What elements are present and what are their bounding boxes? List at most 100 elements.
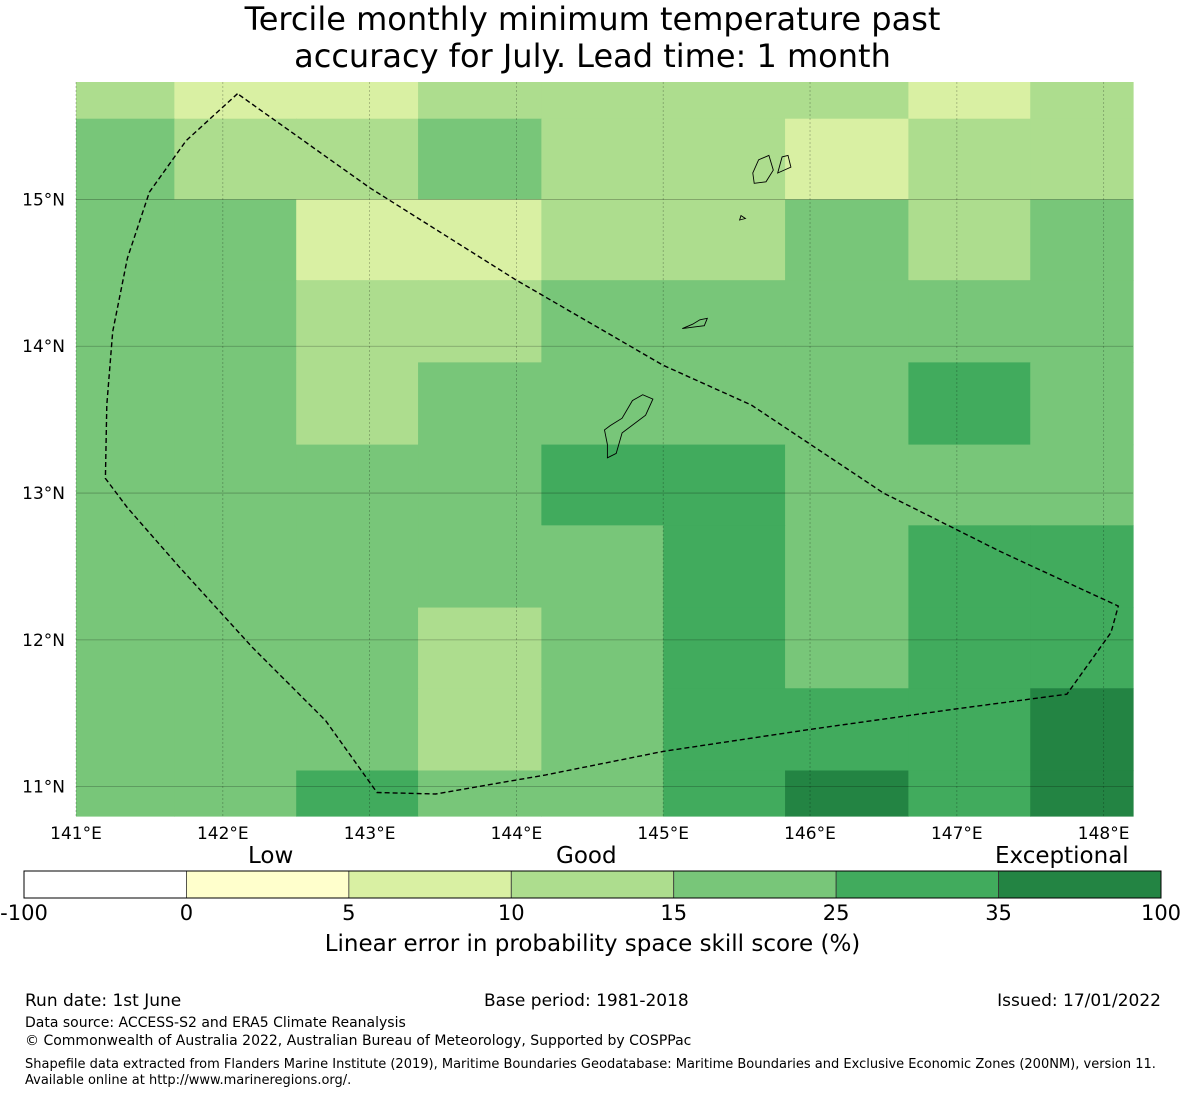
grid-cell bbox=[663, 118, 786, 201]
grid-cell bbox=[663, 770, 786, 817]
grid-cell bbox=[663, 607, 786, 689]
grid-cell bbox=[541, 770, 664, 817]
grid-cell bbox=[174, 444, 297, 526]
grid-cell bbox=[418, 280, 542, 363]
grid-cell bbox=[418, 199, 542, 281]
grid-cell bbox=[76, 118, 175, 201]
data-source-text: Data source: ACCESS-S2 and ERA5 Climate … bbox=[25, 1015, 406, 1031]
grid-cell bbox=[174, 607, 297, 689]
grid-cell bbox=[174, 770, 297, 817]
shapefile-credit-text: Shapefile data extracted from Flanders M… bbox=[25, 1057, 1156, 1088]
grid-cell bbox=[541, 444, 664, 526]
grid-cell bbox=[174, 118, 297, 201]
grid-cell bbox=[1030, 82, 1134, 120]
grid-cell bbox=[76, 199, 175, 281]
grid-cell bbox=[663, 525, 786, 609]
grid-cell bbox=[908, 688, 1031, 772]
grid-cell bbox=[1030, 362, 1134, 446]
latitude-tick-label: 15°N bbox=[22, 190, 65, 210]
grid-cell bbox=[174, 688, 297, 772]
grid-cell bbox=[76, 82, 175, 120]
grid-cell bbox=[76, 688, 175, 772]
colorbar-good-label: Good bbox=[556, 843, 617, 869]
grid-cell bbox=[296, 118, 419, 201]
axis-tick-labels: 141°E 142°E 143°E 144°E 145°E 146°E 147°E 148°E… bbox=[22, 190, 1129, 844]
island-outline bbox=[604, 394, 654, 459]
grid-cell bbox=[541, 688, 664, 772]
grid-cell bbox=[418, 607, 542, 689]
grid-cell bbox=[418, 770, 542, 817]
colorbar-axis-label: Linear error in probability space skill … bbox=[324, 931, 861, 957]
colorbar-segment bbox=[23, 870, 187, 899]
grid-cell bbox=[76, 607, 175, 689]
grid-cell bbox=[541, 280, 664, 363]
grid-cell bbox=[296, 199, 419, 281]
skill-score-grid-cells bbox=[76, 82, 1134, 817]
latitude-tick-label: 11°N bbox=[22, 778, 65, 798]
grid-cell bbox=[541, 82, 664, 120]
grid-cell bbox=[1030, 444, 1134, 526]
issued-date-text: Issued: 17/01/2022 bbox=[997, 991, 1161, 1011]
grid-cell bbox=[76, 444, 175, 526]
colorbar bbox=[23, 870, 1162, 899]
grid-cell bbox=[663, 280, 786, 363]
grid-cell bbox=[908, 280, 1031, 363]
grid-cell bbox=[785, 118, 909, 201]
grid-cell bbox=[908, 362, 1031, 446]
grid-cell bbox=[785, 82, 909, 120]
grid-cell bbox=[908, 199, 1031, 281]
colorbar-tick-label: 10 bbox=[497, 901, 525, 925]
grid-cell bbox=[1030, 688, 1134, 772]
colorbar-segment bbox=[186, 870, 350, 899]
latitude-tick-label: 12°N bbox=[22, 631, 65, 651]
longitude-tick-label: 145°E bbox=[637, 824, 689, 844]
grid-cell bbox=[1030, 607, 1134, 689]
grid-cell bbox=[663, 199, 786, 281]
colorbar-segment bbox=[673, 870, 837, 899]
copyright-text: © Commonwealth of Australia 2022, Austra… bbox=[25, 1033, 692, 1049]
island-outline bbox=[777, 154, 792, 174]
map-title-line-1: Tercile monthly minimum temperature past bbox=[244, 0, 941, 38]
grid-cell bbox=[1030, 770, 1134, 817]
eez-boundary-line bbox=[104, 93, 1120, 795]
grid-cell bbox=[174, 280, 297, 363]
grid-cell bbox=[296, 525, 419, 609]
grid-cell bbox=[541, 362, 664, 446]
grid-cell bbox=[785, 770, 909, 817]
longitude-tick-label: 146°E bbox=[784, 824, 836, 844]
grid-cell bbox=[296, 280, 419, 363]
grid-cell bbox=[541, 118, 664, 201]
grid-cell bbox=[76, 280, 175, 363]
colorbar-tick-label: 15 bbox=[660, 901, 688, 925]
grid-cell bbox=[418, 362, 542, 446]
longitude-tick-label: 141°E bbox=[50, 824, 102, 844]
grid-cell bbox=[296, 444, 419, 526]
grid-cell bbox=[541, 607, 664, 689]
grid-cell bbox=[174, 525, 297, 609]
lat-lon-gridlines bbox=[75, 82, 1133, 816]
grid-cell bbox=[1030, 280, 1134, 363]
grid-cell bbox=[785, 525, 909, 609]
map-title-line-2: accuracy for July. Lead time: 1 month bbox=[294, 37, 891, 75]
grid-cell bbox=[785, 607, 909, 689]
grid-cell bbox=[785, 280, 909, 363]
colorbar-tick-label: 0 bbox=[179, 901, 194, 925]
grid-cell bbox=[1030, 199, 1134, 281]
grid-cell bbox=[418, 688, 542, 772]
grid-cell bbox=[418, 525, 542, 609]
grid-cell bbox=[418, 444, 542, 526]
grid-cell bbox=[1030, 118, 1134, 201]
grid-cell bbox=[908, 770, 1031, 817]
grid-cell bbox=[174, 362, 297, 446]
grid-cell bbox=[908, 118, 1031, 201]
longitude-tick-label: 143°E bbox=[344, 824, 396, 844]
grid-cell bbox=[785, 362, 909, 446]
grid-cell bbox=[663, 362, 786, 446]
grid-cell bbox=[663, 688, 786, 772]
grid-cell bbox=[296, 688, 419, 772]
colorbar-tick-label: 5 bbox=[342, 901, 356, 925]
grid-cell bbox=[76, 525, 175, 609]
grid-cell bbox=[541, 199, 664, 281]
base-period-text: Base period: 1981-2018 bbox=[484, 991, 689, 1011]
